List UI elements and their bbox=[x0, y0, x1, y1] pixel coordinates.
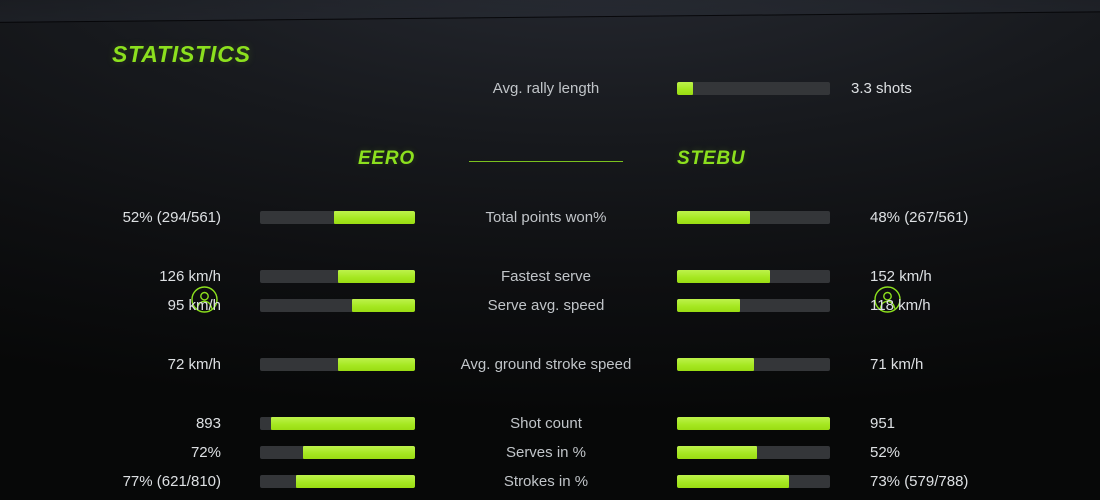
center-divider bbox=[469, 161, 623, 162]
right-player-bar bbox=[677, 299, 830, 312]
stat-row: 72% Serves in % 52% bbox=[0, 439, 1100, 467]
left-player-value: 72% bbox=[190, 444, 221, 461]
left-bar-fill bbox=[270, 417, 415, 430]
rally-bar bbox=[677, 82, 830, 95]
right-player-value: 71 km/h bbox=[870, 356, 924, 373]
right-player-value: 48% (267/561) bbox=[870, 209, 969, 226]
left-player-bar bbox=[260, 358, 415, 371]
right-bar-fill bbox=[677, 358, 754, 371]
background-seam bbox=[0, 0, 1100, 23]
right-bar-fill bbox=[677, 270, 771, 283]
stat-row: 72 km/h Avg. ground stroke speed 71 km/h bbox=[0, 351, 1100, 379]
right-player-bar bbox=[677, 211, 830, 224]
players-header: EERO STEBU bbox=[0, 140, 1100, 313]
left-player-value: 72 km/h bbox=[167, 356, 221, 373]
stat-label: Total points won% bbox=[485, 209, 607, 226]
stat-row: 126 km/h Fastest serve 152 km/h bbox=[0, 263, 1100, 291]
right-player-value: 118 km/h bbox=[870, 297, 931, 314]
right-player-value: 951 bbox=[870, 415, 896, 432]
page-title: STATISTICS bbox=[112, 41, 251, 67]
stat-label: Serves in % bbox=[505, 444, 587, 461]
stat-label: Fastest serve bbox=[500, 268, 592, 285]
stat-label: Strokes in % bbox=[503, 473, 589, 490]
user-icon bbox=[191, 286, 218, 313]
stat-label: Avg. ground stroke speed bbox=[460, 356, 632, 373]
rally-length-row: Avg. rally length 3.3 shots bbox=[0, 77, 1100, 101]
rally-length-label: Avg. rally length bbox=[492, 80, 600, 97]
left-player-value: 52% (294/561) bbox=[122, 209, 221, 226]
left-player-bar bbox=[260, 270, 415, 283]
left-player-value: 77% (621/810) bbox=[122, 473, 221, 490]
right-player-value: 73% (579/788) bbox=[870, 473, 969, 490]
left-player-value: 893 bbox=[195, 415, 221, 432]
stat-row: 77% (621/810) Strokes in % 73% (579/788) bbox=[0, 468, 1100, 496]
left-bar-fill bbox=[337, 270, 415, 283]
right-bar-fill bbox=[677, 211, 751, 224]
right-bar-fill bbox=[677, 417, 830, 430]
left-bar-fill bbox=[334, 211, 415, 224]
right-player-value: 152 km/h bbox=[870, 268, 932, 285]
left-bar-fill bbox=[303, 446, 415, 459]
left-bar-fill bbox=[337, 358, 415, 371]
right-player-bar bbox=[677, 270, 830, 283]
player-name-right: STEBU bbox=[677, 148, 746, 169]
stat-row: 52% (294/561) Total points won% 48% (267… bbox=[0, 204, 1100, 232]
right-player-value: 52% bbox=[870, 444, 901, 461]
stat-row: 893 Shot count 951 bbox=[0, 410, 1100, 438]
right-bar-fill bbox=[677, 446, 757, 459]
player-name-left: EERO bbox=[357, 148, 415, 169]
left-player-bar bbox=[260, 299, 415, 312]
rally-length-value: 3.3 shots bbox=[851, 80, 912, 97]
right-player-bar bbox=[677, 475, 830, 488]
right-player-bar bbox=[677, 358, 830, 371]
left-bar-fill bbox=[295, 475, 415, 488]
user-icon bbox=[874, 286, 901, 313]
right-bar-fill bbox=[677, 475, 789, 488]
left-player-value: 126 km/h bbox=[159, 268, 221, 285]
left-player-bar bbox=[260, 475, 415, 488]
right-player-bar bbox=[677, 446, 830, 459]
stat-row: 95 km/h Serve avg. speed 118 km/h bbox=[0, 292, 1100, 320]
left-player-bar bbox=[260, 211, 415, 224]
left-bar-fill bbox=[352, 299, 415, 312]
right-bar-fill bbox=[677, 299, 740, 312]
left-player-value: 95 km/h bbox=[167, 297, 221, 314]
right-player-bar bbox=[677, 417, 830, 430]
rally-bar-fill bbox=[677, 82, 694, 95]
stat-label: Shot count bbox=[510, 415, 582, 432]
left-player-bar bbox=[260, 446, 415, 459]
stat-label: Serve avg. speed bbox=[487, 297, 605, 314]
left-player-bar bbox=[260, 417, 415, 430]
